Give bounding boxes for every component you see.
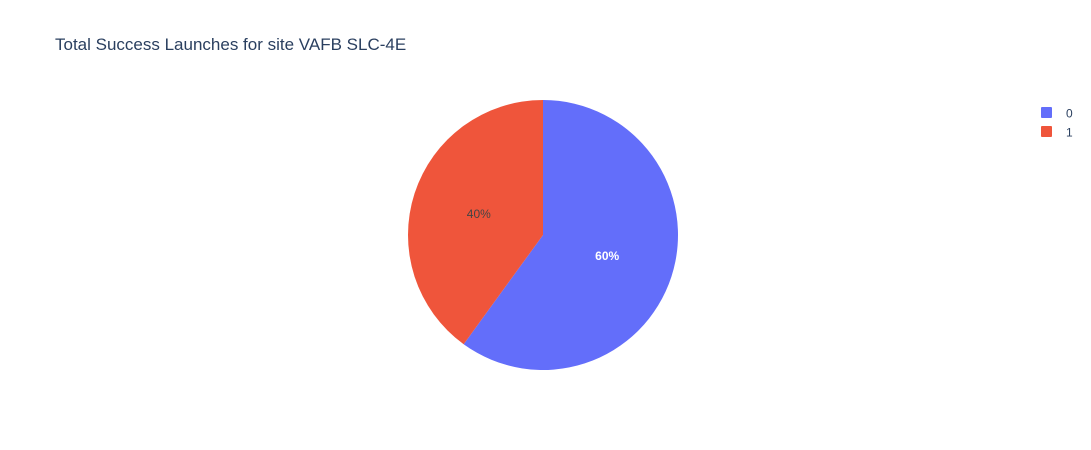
chart-title: Total Success Launches for site VAFB SLC… (55, 35, 406, 54)
legend-swatch (1041, 126, 1052, 137)
pie-slices (408, 100, 678, 370)
legend-label: 1 (1066, 126, 1073, 140)
legend-item-1[interactable]: 1 (1041, 126, 1073, 140)
pie-slice-label-0: 60% (595, 249, 619, 263)
legend: 0 1 (1041, 107, 1073, 140)
legend-swatch (1041, 107, 1052, 118)
legend-item-0[interactable]: 0 (1041, 107, 1073, 121)
pie-slice-labels: 60% 40% (467, 207, 620, 263)
pie-slice-0[interactable] (463, 100, 678, 370)
pie-slice-label-1: 40% (467, 207, 491, 221)
pie-slice-1[interactable] (408, 100, 543, 345)
legend-label: 0 (1066, 107, 1073, 121)
